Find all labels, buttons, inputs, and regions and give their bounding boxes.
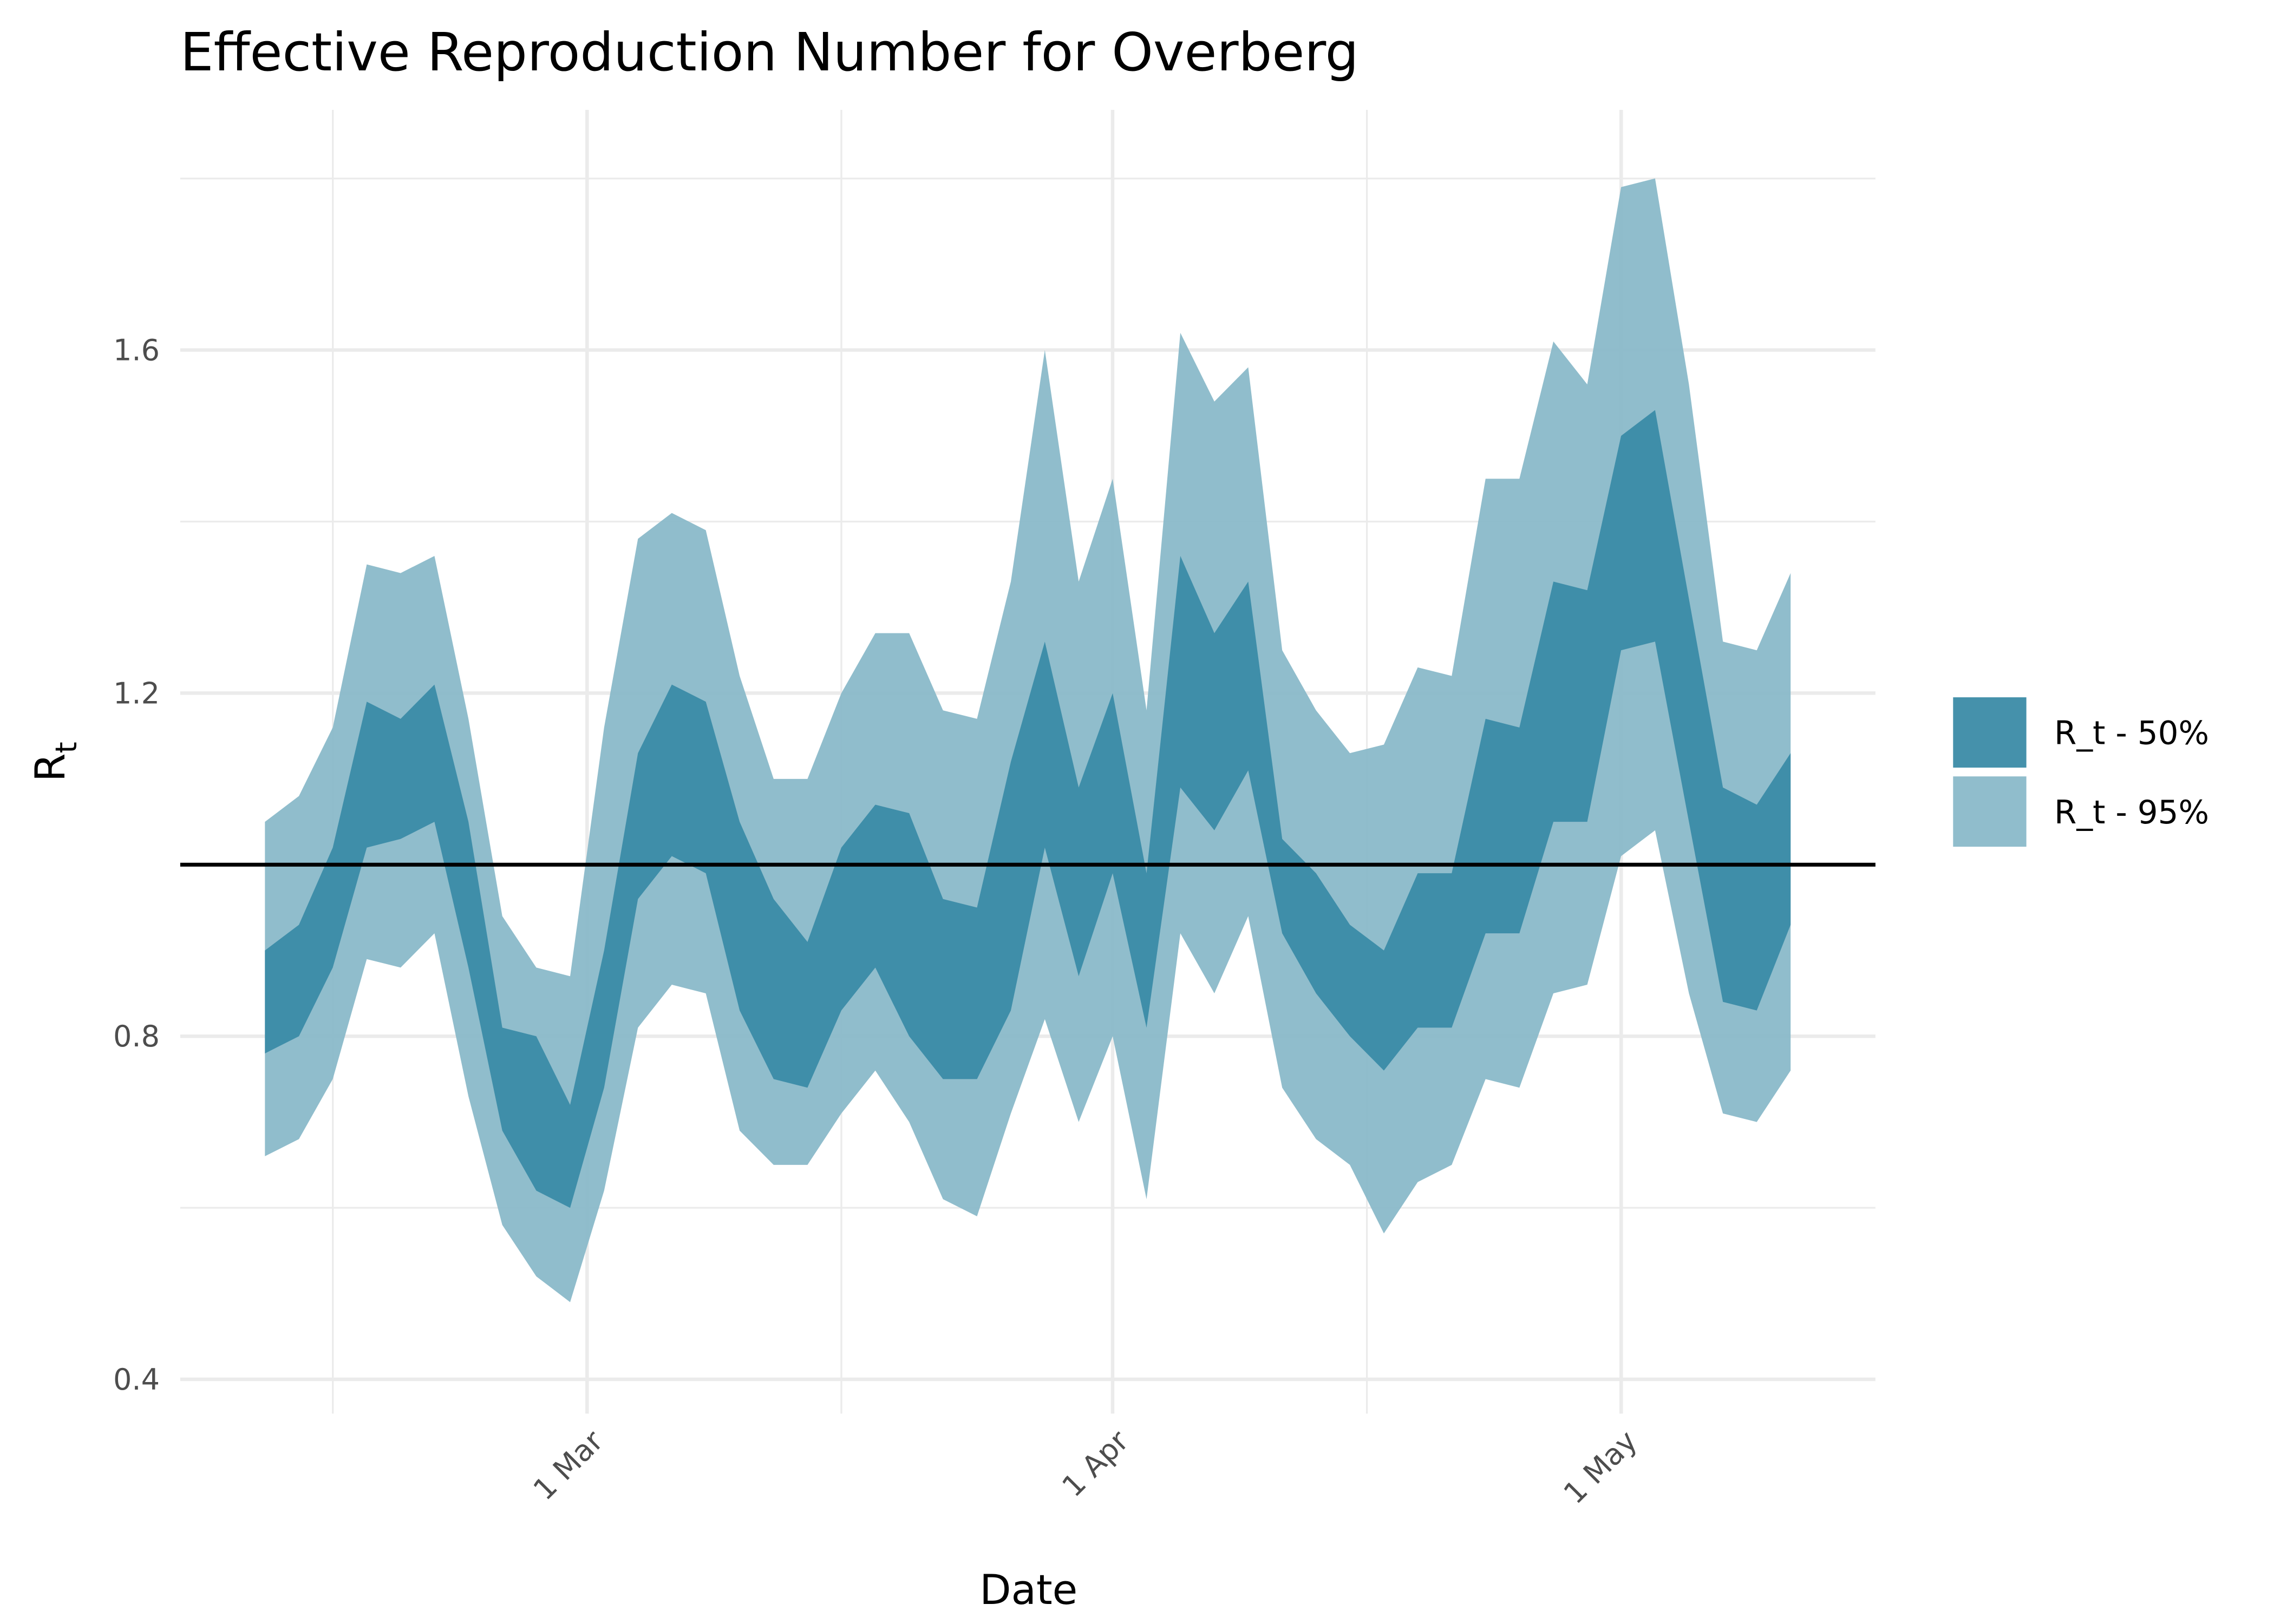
y-axis-label-sub: t [49, 742, 83, 753]
legend-swatch [1953, 776, 2027, 847]
legend-swatch [1953, 697, 2027, 768]
y-tick-label: 0.4 [113, 1363, 160, 1397]
y-tick-label: 1.2 [113, 676, 160, 710]
chart-title: Effective Reproduction Number for Overbe… [180, 22, 1359, 83]
legend-label: R_t - 50% [2054, 715, 2209, 752]
x-axis-label: Date [979, 1566, 1077, 1614]
y-tick-label: 1.6 [113, 333, 160, 368]
legend-label: R_t - 95% [2054, 794, 2209, 831]
y-axis-label: Rt [27, 742, 83, 782]
y-axis-label-main: R [27, 753, 74, 782]
ribbon-band [265, 410, 1791, 1208]
y-tick-label: 0.8 [113, 1019, 160, 1053]
